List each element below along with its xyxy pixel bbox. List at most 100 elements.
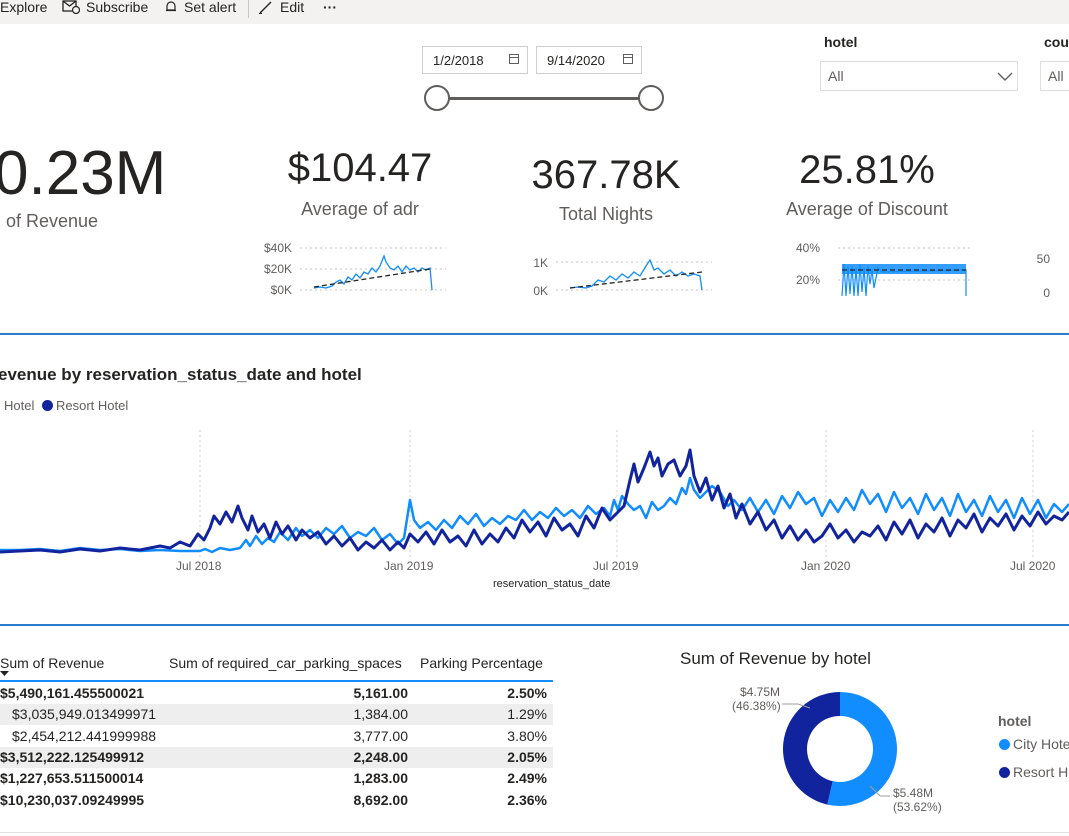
kpi-revenue-label: of Revenue: [6, 211, 99, 231]
table-cell: $1,227,653.511500014: [0, 770, 144, 787]
discount-sparkline-series: [842, 264, 966, 274]
donut-chart-title: Sum of Revenue by hotel: [680, 649, 871, 668]
more-options-button[interactable]: ···: [323, 0, 337, 15]
line-chart-legend: Hotel Resort Hotel: [4, 398, 128, 413]
nights-trendline: [569, 271, 703, 289]
table-cell: $2,454,212.441999988: [12, 727, 157, 744]
sort-descending-icon[interactable]: [0, 671, 10, 677]
more-icon: ···: [323, 0, 337, 15]
x-tick-jul-2020: Jul 2020: [1010, 559, 1056, 573]
legend-label: Hotel: [4, 398, 35, 413]
x-axis-title: reservation_status_date: [493, 578, 611, 590]
nights-sparkline-series: [569, 258, 703, 291]
set-alert-button[interactable]: Set alert: [164, 0, 237, 15]
table-cell: $5,490,161.455500021: [0, 685, 145, 701]
table-row[interactable]: $3,512,222.125499912 2,248.00 2.05%: [0, 746, 553, 768]
kpi-discount-label: Average of Discount: [786, 199, 948, 219]
column-header-parking-percentage[interactable]: Parking Percentage: [420, 655, 543, 671]
legend-item-city-hotel[interactable]: Hotel: [4, 398, 34, 413]
discount-tick-top: 40%: [795, 241, 820, 255]
start-date-input[interactable]: 1/2/2018: [422, 46, 528, 74]
adr-trendline: [313, 268, 431, 288]
donut-slice-city-hotel[interactable]: [827, 692, 897, 806]
adr-sparkline: [300, 247, 446, 291]
x-tick-jan-2019: Jan 2019: [384, 559, 434, 573]
edit-button[interactable]: Edit: [258, 0, 305, 15]
end-date-input[interactable]: 9/14/2020: [536, 46, 642, 74]
table-row[interactable]: $10,230,037.09249995 8,692.00 2.36%: [0, 790, 553, 811]
legend-item-resort-hotel[interactable]: Resort Hotel: [41, 398, 129, 413]
country-dropdown[interactable]: All: [1040, 61, 1069, 91]
kpi-adr-value: $104.47: [287, 146, 433, 190]
discount-sparkline: [838, 247, 972, 297]
hotel-dropdown-value: All: [828, 68, 844, 84]
hotel-dropdown[interactable]: All: [820, 61, 1018, 91]
table-row[interactable]: $1,227,653.511500014 1,283.00 2.49%: [0, 768, 553, 789]
calendar-icon[interactable]: [509, 54, 519, 64]
section-divider: [0, 624, 1069, 626]
donut-legend-city-label: City Hote: [1013, 736, 1069, 752]
explore-label: Explore: [0, 0, 48, 15]
x-tick-jan-2020: Jan 2020: [801, 559, 851, 573]
donut-slice-resort-hotel[interactable]: [783, 692, 840, 805]
section-divider: [0, 333, 1069, 335]
donut-label-city: $5.48M (53.62%): [893, 786, 942, 814]
bottom-border: [0, 832, 1069, 833]
table-row[interactable]: $2,454,212.441999988 3,777.00 3.80%: [0, 726, 553, 747]
bell-icon: [166, 1, 176, 12]
donut-label-resort-value: $4.75M: [739, 685, 780, 699]
column-header-parking-spaces[interactable]: Sum of required_car_parking_spaces: [169, 655, 402, 671]
adr-tick-bottom: $0K: [270, 283, 292, 297]
donut-legend-item-city[interactable]: City Hote: [999, 736, 1069, 752]
kpi5-tick-top: 50: [1036, 252, 1050, 266]
legend-dot: [999, 739, 1010, 750]
line-chart-title: evenue by reservation_status_date and ho…: [0, 365, 362, 384]
date-range-track[interactable]: [437, 97, 651, 100]
calendar-icon[interactable]: [623, 54, 633, 64]
kpi-adr-label: Average of adr: [301, 199, 419, 219]
x-tick-jul-2018: Jul 2018: [176, 559, 222, 573]
subscribe-button[interactable]: Subscribe: [62, 0, 148, 15]
kpi-nights-label: Total Nights: [558, 204, 654, 224]
date-range-start-handle[interactable]: [424, 85, 450, 111]
legend-dot: [999, 767, 1010, 778]
table-cell: $3,512,222.125499912: [0, 748, 145, 765]
table-cell: 1,384.00: [353, 706, 409, 723]
hotel-slicer-title: hotel: [824, 34, 858, 50]
table-cell: 3.80%: [507, 727, 547, 744]
adr-tick-mid: $20K: [263, 262, 292, 276]
table-cell: 2.36%: [507, 791, 547, 808]
line-chart-plot[interactable]: [0, 420, 1069, 560]
country-slicer-title: cou: [1044, 34, 1069, 50]
pencil-icon: [259, 1, 272, 14]
kpi-revenue-value: 0.23M: [0, 139, 167, 208]
explore-button[interactable]: Explore: [0, 0, 48, 15]
donut-label-city-value: $5.48M: [893, 786, 934, 800]
table-cell: 2.05%: [507, 748, 547, 765]
nights-tick-bottom: 0K: [533, 284, 548, 298]
table-header-underline: [0, 680, 553, 682]
start-date-value: 1/2/2018: [433, 52, 484, 68]
city-hotel-series: [0, 476, 1069, 554]
action-toolbar: Explore Subscribe Set alert Edit ···: [0, 0, 1069, 24]
donut-chart[interactable]: [775, 684, 905, 814]
x-tick-jul-2019: Jul 2019: [593, 559, 639, 573]
table-row[interactable]: $3,035,949.013499971 1,384.00 1.29%: [0, 704, 553, 726]
table-cell: 2,248.00: [353, 748, 409, 765]
legend-label: Resort Hotel: [55, 398, 129, 413]
set-alert-label: Set alert: [184, 0, 237, 15]
column-header-sum-revenue[interactable]: Sum of Revenue: [0, 655, 105, 671]
donut-label-resort: $4.75M (46.38%): [732, 685, 781, 713]
table-cell: 3,777.00: [353, 727, 409, 744]
table-row[interactable]: $5,490,161.455500021 5,161.00 2.50%: [0, 683, 553, 704]
edit-label: Edit: [280, 0, 305, 15]
donut-leader-lines: [782, 703, 890, 797]
table-cell: 8,692.00: [353, 791, 409, 808]
donut-label-resort-pct: (46.38%): [732, 699, 781, 713]
nights-tick-top: 1K: [533, 256, 548, 270]
date-range-end-handle[interactable]: [638, 85, 664, 111]
table-cell: 5,161.00: [353, 685, 409, 701]
donut-legend-item-resort[interactable]: Resort H: [999, 764, 1068, 780]
country-dropdown-value: All: [1048, 68, 1064, 84]
toolbar-separator: [248, 0, 249, 18]
